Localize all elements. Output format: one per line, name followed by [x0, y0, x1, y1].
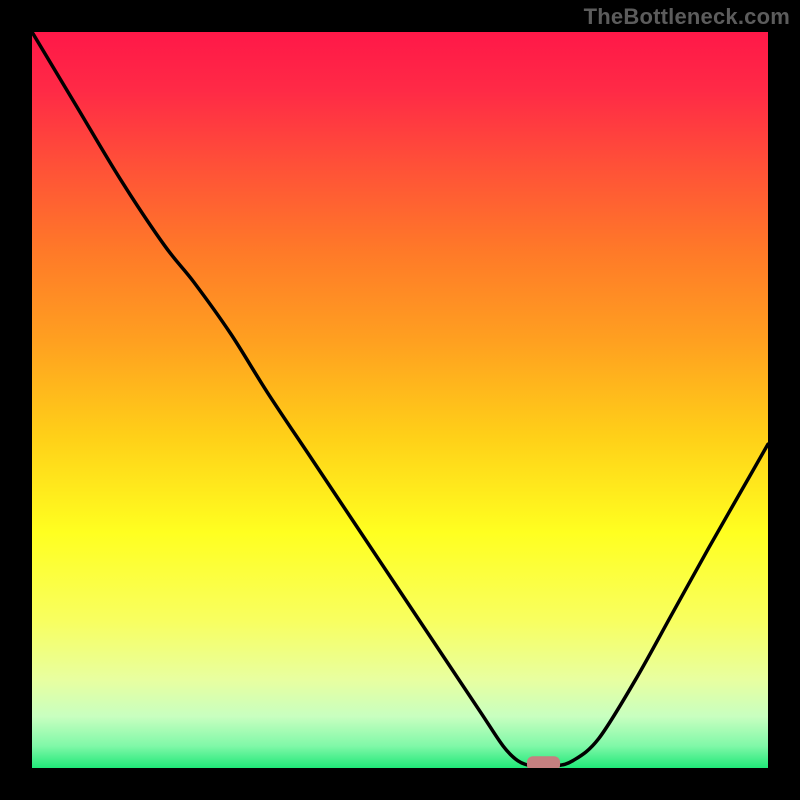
watermark-text: TheBottleneck.com — [584, 4, 790, 30]
chart-frame: TheBottleneck.com — [0, 0, 800, 800]
plot-area — [32, 32, 768, 768]
optimum-marker — [527, 756, 560, 768]
chart-svg — [32, 32, 768, 768]
chart-background — [32, 32, 768, 768]
